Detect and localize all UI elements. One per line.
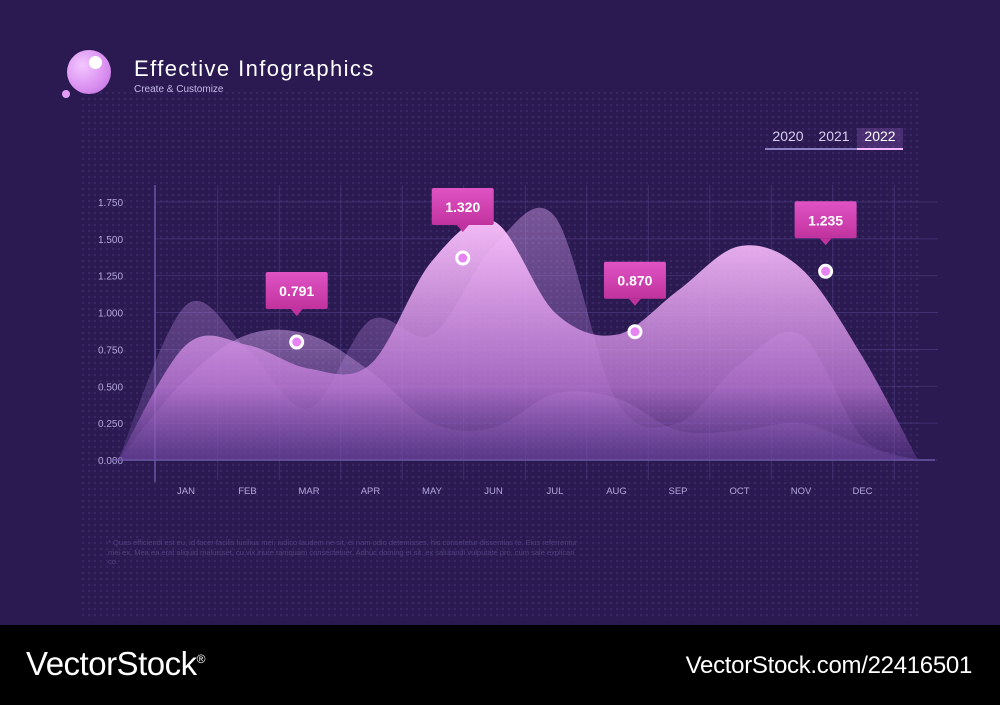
x-tick-label: NOV xyxy=(791,486,812,497)
callout-box xyxy=(603,261,666,299)
tab-2022[interactable]: 2022 xyxy=(857,128,903,150)
infographic-canvas: Effective Infographics Create & Customiz… xyxy=(0,0,1000,625)
y-tick-label: 0.000 xyxy=(98,456,123,467)
x-tick-label: JUL xyxy=(547,486,564,497)
y-tick-label: 1.500 xyxy=(98,235,123,246)
data-point-marker-inner xyxy=(821,266,831,276)
area-chart: 0.000 0.250 0.500 0.750 1.000 1.250 1.500 1.750… xyxy=(98,185,938,497)
y-tick-label: 0.500 xyxy=(98,382,123,393)
x-tick-label: APR xyxy=(361,486,381,497)
watermark-bar: VectorStock® VectorStock.com/22416501 xyxy=(0,625,1000,705)
x-tick-label: DEC xyxy=(852,486,872,497)
callout-box xyxy=(431,188,494,226)
x-tick-label: MAY xyxy=(422,486,443,497)
x-tick-label: AUG xyxy=(606,486,627,497)
y-tick-label: 1.000 xyxy=(98,309,123,320)
x-tick-label: JAN xyxy=(177,486,195,497)
year-tabs: 2020 2021 2022 xyxy=(765,128,903,150)
logo-highlight xyxy=(89,56,102,69)
callout-label: 0.791 xyxy=(279,283,314,299)
watermark-brand: VectorStock® xyxy=(26,645,205,682)
y-tick-label: 0.750 xyxy=(98,345,123,356)
callout-pointer xyxy=(456,225,469,233)
area-series-3 xyxy=(118,219,918,460)
callout-label: 0.870 xyxy=(617,273,652,289)
logo-small-bubble xyxy=(62,90,70,98)
footnote-text: * Quas efficiendi est eu, id facer facil… xyxy=(108,538,578,566)
data-point-marker-inner xyxy=(292,337,302,347)
tab-2021[interactable]: 2021 xyxy=(811,128,857,150)
x-tick-label: MAR xyxy=(298,486,319,497)
logo-bubble-icon xyxy=(67,50,111,94)
tab-2020[interactable]: 2020 xyxy=(765,128,811,150)
callout-box xyxy=(265,272,328,310)
y-tick-label: 0.250 xyxy=(98,419,123,430)
data-point-marker-inner xyxy=(458,253,468,263)
x-tick-label: FEB xyxy=(238,486,256,497)
x-tick-label: SEP xyxy=(668,486,687,497)
x-tick-label: OCT xyxy=(729,486,749,497)
y-tick-label: 1.250 xyxy=(98,272,123,283)
page-title: Effective Infographics xyxy=(134,56,375,81)
data-point-marker-inner xyxy=(630,327,640,337)
callout-pointer xyxy=(628,298,641,306)
y-tick-label: 1.750 xyxy=(98,198,123,209)
x-tick-label: JUN xyxy=(484,486,503,497)
callout-label: 1.320 xyxy=(445,199,480,215)
callout-box xyxy=(794,201,857,239)
callout-pointer xyxy=(819,238,832,246)
callout-label: 1.235 xyxy=(808,212,843,228)
watermark-id: VectorStock.com/22416501 xyxy=(685,652,973,679)
page-subtitle: Create & Customize xyxy=(134,84,224,95)
callout-pointer xyxy=(290,309,303,317)
